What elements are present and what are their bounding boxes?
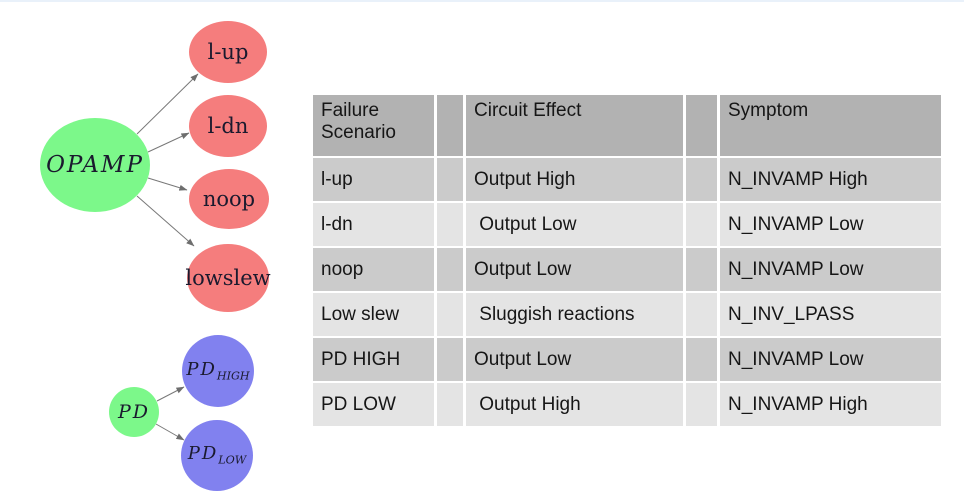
cell-symptom: N_INV_LPASS — [720, 293, 941, 336]
edge-opamp-ldn — [147, 132, 190, 153]
table-row-l-dn: l-dn Output Low N_INVAMP Low — [313, 203, 941, 246]
header-circuit-effect: Circuit Effect — [466, 95, 683, 156]
node-pd-high-label: PDHIGH — [186, 358, 250, 383]
cell-circuit-effect: Output Low — [466, 248, 683, 291]
node-pd-low-label: PDLOW — [187, 443, 247, 467]
node-lowslew-label: lowslew — [185, 265, 271, 290]
node-pd-low: PDLOW — [181, 420, 253, 491]
node-l-dn: l-dn — [189, 95, 267, 157]
cell-spacer — [437, 158, 463, 201]
node-lowslew: lowslew — [185, 244, 271, 312]
edge-opamp-noop — [147, 177, 188, 191]
cell-failure-scenario: PD HIGH — [313, 338, 434, 381]
table-row-l-up: l-up Output High N_INVAMP High — [313, 158, 941, 201]
cell-failure-scenario: PD LOW — [313, 383, 434, 426]
cell-spacer — [686, 248, 717, 291]
cell-symptom: N_INVAMP Low — [720, 203, 941, 246]
node-opamp-label: OPAMP — [46, 151, 144, 178]
cell-spacer — [686, 293, 717, 336]
header-spacer-1 — [437, 95, 463, 156]
cell-circuit-effect: Output High — [466, 158, 683, 201]
node-pd: PD — [109, 387, 159, 437]
cell-circuit-effect: Output Low — [466, 203, 683, 246]
cell-failure-scenario: l-dn — [313, 203, 434, 246]
cell-spacer — [437, 383, 463, 426]
header-symptom: Symptom — [720, 95, 941, 156]
cell-spacer — [437, 293, 463, 336]
cell-failure-scenario: l-up — [313, 158, 434, 201]
cell-spacer — [686, 203, 717, 246]
node-l-up: l-up — [189, 21, 267, 83]
table-row-noop: noop Output Low N_INVAMP Low — [313, 248, 941, 291]
node-opamp: OPAMP — [40, 118, 150, 212]
cell-failure-scenario: noop — [313, 248, 434, 291]
table-header-row: Failure Scenario Circuit Effect Symptom — [313, 95, 941, 156]
header-spacer-2 — [686, 95, 717, 156]
cell-symptom: N_INVAMP Low — [720, 248, 941, 291]
header-failure-scenario: Failure Scenario — [313, 95, 434, 156]
cell-symptom: N_INVAMP Low — [720, 338, 941, 381]
cell-spacer — [686, 158, 717, 201]
node-pd-label: PD — [117, 400, 151, 423]
cell-circuit-effect: Output High — [466, 383, 683, 426]
node-pd-high: PDHIGH — [182, 335, 254, 407]
node-noop-label: noop — [202, 186, 256, 211]
cell-failure-scenario: Low slew — [313, 293, 434, 336]
node-l-dn-label: l-dn — [207, 113, 249, 138]
edge-pd-pdhigh — [156, 386, 185, 402]
edge-pd-pdlow — [155, 423, 185, 441]
node-l-up-label: l-up — [207, 39, 249, 64]
cell-circuit-effect: Output Low — [466, 338, 683, 381]
cell-spacer — [437, 203, 463, 246]
table-row-pd-low: PD LOW Output High N_INVAMP High — [313, 383, 941, 426]
failure-table: Failure Scenario Circuit Effect Symptom … — [310, 93, 944, 428]
edge-opamp-lowslew — [136, 195, 195, 247]
table-row-low-slew: Low slew Sluggish reactions N_INV_LPASS — [313, 293, 941, 336]
cell-circuit-effect: Sluggish reactions — [466, 293, 683, 336]
cell-spacer — [686, 338, 717, 381]
table-row-pd-high: PD HIGH Output Low N_INVAMP Low — [313, 338, 941, 381]
cell-spacer — [686, 383, 717, 426]
cell-spacer — [437, 248, 463, 291]
cell-symptom: N_INVAMP High — [720, 158, 941, 201]
node-noop: noop — [189, 169, 269, 229]
cell-symptom: N_INVAMP High — [720, 383, 941, 426]
cell-spacer — [437, 338, 463, 381]
top-divider-line — [0, 0, 964, 2]
